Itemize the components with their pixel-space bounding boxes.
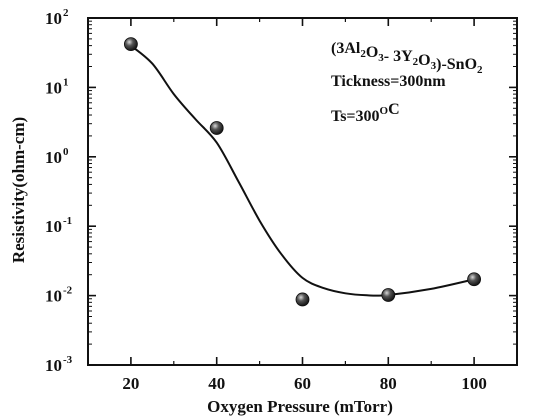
y-tick-label: 10 <box>45 287 62 306</box>
x-axis-label: Oxygen Pressure (mTorr) <box>207 397 393 416</box>
data-point <box>381 288 396 302</box>
y-tick-exponent: -1 <box>63 215 72 227</box>
y-tick-label: 10 <box>45 9 62 28</box>
y-tick-exponent: -2 <box>63 285 73 297</box>
data-points-layer <box>123 37 482 307</box>
y-tick-label: 10 <box>45 356 62 375</box>
y-tick-exponent: -3 <box>63 354 73 366</box>
y-tick-exponent: 2 <box>63 7 69 19</box>
data-point <box>467 272 482 287</box>
fit-curve-line <box>130 44 475 297</box>
x-tick-label: 40 <box>208 374 225 393</box>
data-point <box>295 292 310 307</box>
x-tick-label: 100 <box>461 374 487 393</box>
annotation-substrate-temp: Ts=300OC <box>331 101 400 125</box>
y-tick-label: 10 <box>45 78 62 97</box>
annotation-thickness: Tickness=300nm <box>331 73 446 90</box>
x-tick-label: 80 <box>380 374 397 393</box>
axes-layer <box>87 17 518 366</box>
x-tick-label: 60 <box>294 374 311 393</box>
y-axis-label: Resistivity(ohm-cm) <box>9 117 28 263</box>
data-point <box>209 121 224 135</box>
x-tick-label: 20 <box>122 374 139 393</box>
y-tick-label: 10 <box>45 148 62 167</box>
y-tick-label: 10 <box>45 217 62 236</box>
y-tick-exponent: 0 <box>63 146 69 158</box>
annotation-composition: (3Al2O3- 3Y2O3)-SnO2 <box>331 40 483 76</box>
fit-curve-layer <box>130 44 475 297</box>
y-tick-exponent: 1 <box>63 76 69 88</box>
data-point <box>123 37 138 52</box>
